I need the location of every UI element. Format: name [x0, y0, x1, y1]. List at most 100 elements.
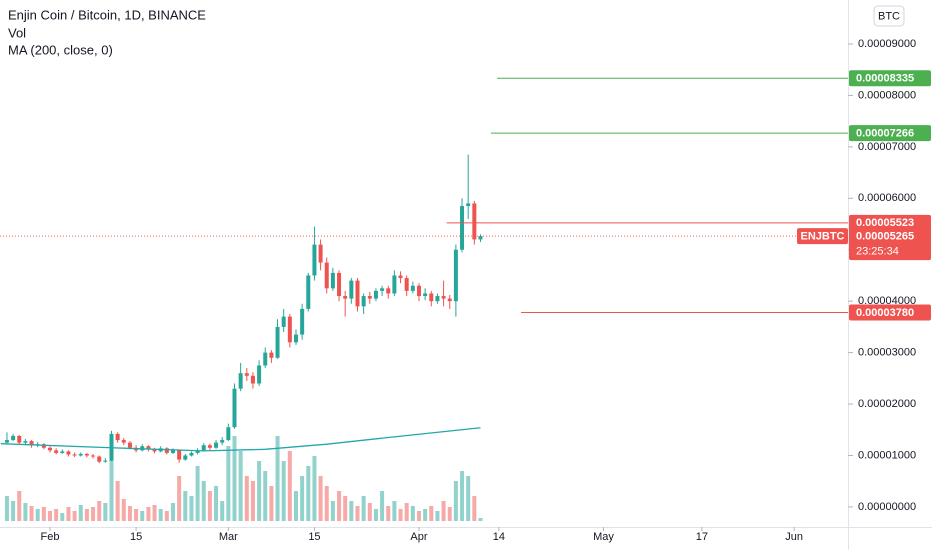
candle-body — [115, 433, 120, 441]
candle-body — [214, 442, 219, 448]
candle-body — [472, 203, 477, 240]
volume-bar — [91, 507, 96, 521]
volume-bar — [447, 507, 452, 521]
last-price-label: 0.00005265 — [856, 231, 914, 243]
candle-body — [416, 285, 421, 297]
candle-body — [97, 456, 102, 462]
countdown-label: 23:25:34 — [856, 246, 899, 258]
candle-body — [441, 296, 446, 299]
candle-body — [380, 288, 385, 291]
candle-body — [220, 440, 225, 443]
currency-button[interactable] — [873, 5, 905, 27]
volume-bar — [330, 501, 335, 521]
volume-bar — [312, 456, 317, 521]
volume-bar — [134, 509, 139, 521]
volume-bar — [47, 511, 52, 521]
candle-body — [201, 445, 206, 451]
candle-body — [460, 206, 465, 250]
volume-bar — [380, 491, 385, 521]
price-line-tag — [849, 304, 931, 321]
x-tick-label: 15 — [130, 531, 142, 543]
volume-bar — [207, 491, 212, 521]
candle-body — [84, 453, 89, 456]
volume-bar — [158, 509, 163, 521]
price-line-tag — [849, 214, 931, 231]
candle-body — [410, 285, 415, 291]
volume-bar — [66, 507, 71, 521]
candle-body — [453, 249, 458, 302]
volume-bar — [386, 506, 391, 521]
candle-body — [195, 450, 200, 453]
volume-bar — [140, 511, 145, 521]
candle-body — [238, 373, 243, 389]
candle-body — [78, 453, 83, 456]
candle-body — [11, 435, 16, 441]
volume-bar — [367, 503, 372, 521]
volume-bar — [337, 491, 342, 521]
candle-body — [152, 449, 157, 452]
volume-bar — [373, 509, 378, 521]
volume-bar — [121, 499, 126, 521]
symbol-tag — [797, 228, 848, 245]
price-line-label: 0.00003780 — [856, 307, 914, 319]
volume-bar — [281, 461, 286, 521]
volume-bar — [404, 503, 409, 521]
volume-bar — [287, 451, 292, 521]
candle-body — [66, 451, 71, 455]
candle-body — [17, 435, 22, 443]
x-tick-label: 14 — [493, 531, 505, 543]
candle-body — [423, 293, 428, 297]
candle-body — [183, 455, 188, 460]
volume-bar — [275, 436, 280, 521]
candle-body — [60, 451, 65, 453]
candle-body — [398, 275, 403, 279]
candle-body — [47, 447, 52, 451]
volume-bar — [300, 476, 305, 521]
volume-bar — [293, 491, 298, 521]
volume-bar — [361, 496, 366, 521]
x-tick-label: 17 — [696, 531, 708, 543]
volume-bar — [146, 507, 151, 521]
x-tick-label: 15 — [308, 531, 320, 543]
volume-bar — [460, 471, 465, 521]
volume-bar — [127, 506, 132, 521]
volume-bar — [177, 476, 182, 521]
candle-body — [275, 326, 280, 358]
volume-bar — [60, 513, 65, 521]
candle-body — [226, 427, 231, 441]
price-line-label: 0.00007266 — [856, 128, 914, 140]
candle-body — [263, 352, 268, 366]
candle-body — [429, 293, 434, 302]
volume-bar — [35, 509, 40, 521]
volume-label: Vol — [8, 25, 26, 40]
candle-body — [324, 262, 329, 289]
volume-bar — [429, 506, 434, 521]
volume-bar — [220, 501, 225, 521]
candle-body — [146, 446, 151, 450]
volume-bar — [416, 511, 421, 521]
candle-body — [306, 275, 311, 309]
currency-label[interactable]: BTC — [878, 10, 900, 22]
candle-body — [287, 316, 292, 343]
candle-body — [127, 442, 132, 448]
volume-bar — [103, 503, 108, 521]
volume-bar — [250, 481, 255, 521]
candle-body — [41, 444, 46, 448]
volume-bar — [398, 509, 403, 521]
candle-body — [232, 388, 237, 428]
symbol-label: ENJBTC — [800, 231, 844, 243]
volume-bar — [306, 466, 311, 521]
volume-bar — [466, 476, 471, 521]
candle-body — [189, 452, 194, 456]
candle-body — [121, 440, 126, 443]
ma-label: MA (200, close, 0) — [8, 42, 113, 57]
ma-line — [0, 427, 481, 452]
candle-body — [392, 275, 397, 294]
candle-body — [72, 454, 77, 456]
x-tick-label: Apr — [410, 531, 427, 543]
volume-bar — [78, 505, 83, 521]
last-price-tag — [849, 228, 931, 261]
candle-body — [300, 308, 305, 335]
y-tick-label: 0.00002000 — [858, 398, 916, 410]
